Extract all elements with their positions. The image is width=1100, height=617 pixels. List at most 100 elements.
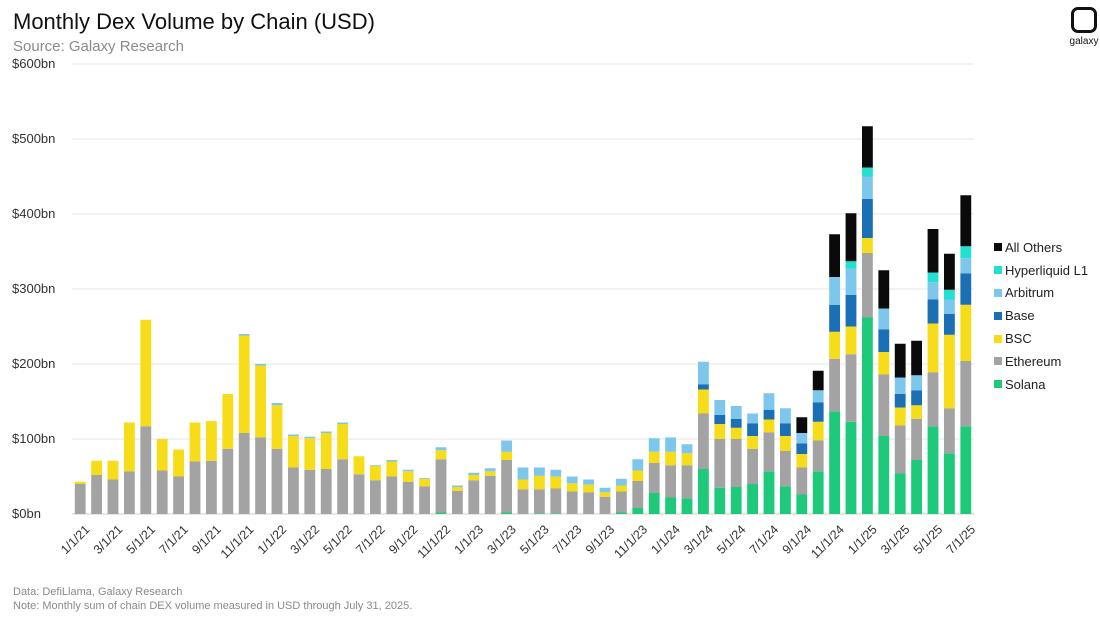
- bar-stack: [419, 478, 431, 514]
- bar-stack: [730, 406, 742, 514]
- x-tick-label: 5/1/22: [320, 522, 355, 557]
- bar-segment-bsc: [484, 471, 496, 476]
- bar-segment-arbitrum: [468, 472, 480, 475]
- x-tick-label: 7/1/22: [353, 522, 388, 557]
- bar-segment-all-others: [845, 213, 857, 262]
- bar-segment-arbitrum: [747, 413, 759, 424]
- bar-segment-ethereum: [173, 476, 185, 514]
- bar-stack: [878, 270, 890, 514]
- bar-segment-bsc: [468, 475, 480, 481]
- bar-stack: [845, 213, 857, 514]
- bar-stack: [763, 393, 775, 514]
- bar-segment-ethereum: [714, 439, 726, 488]
- bar-segment-bsc: [501, 451, 513, 460]
- bar-segment-all-others: [829, 234, 841, 277]
- bar-stack: [435, 447, 447, 514]
- legend-swatch: [994, 266, 1002, 275]
- x-tick-label: 5/1/21: [124, 522, 159, 557]
- bar-segment-bsc: [615, 485, 627, 492]
- bar-segment-ethereum: [402, 481, 414, 514]
- x-tick-label: 1/1/23: [452, 522, 487, 557]
- x-tick-label: 1/1/22: [255, 522, 290, 557]
- bar-segment-arbitrum: [533, 467, 545, 476]
- bar-segment-solana: [812, 471, 824, 514]
- bar-segment-arbitrum: [287, 434, 299, 436]
- bar-stack: [451, 485, 463, 514]
- bar-segment-ethereum: [697, 413, 709, 469]
- bar-stack: [271, 403, 283, 514]
- x-tick-label: 1/1/24: [648, 522, 683, 557]
- bar-stacks: [74, 126, 972, 514]
- bar-segment-arbitrum: [337, 422, 349, 424]
- bar-segment-arbitrum: [435, 447, 447, 451]
- y-axis-tick-labels: $0bn $100bn $200bn $300bn $400bn $500bn $600bn: [12, 56, 55, 521]
- bar-stack: [386, 460, 398, 514]
- bar-segment-ethereum: [304, 469, 316, 514]
- y-tick-label: $300bn: [12, 281, 55, 296]
- bar-segment-solana: [697, 469, 709, 514]
- bar-segment-bsc: [337, 424, 349, 460]
- bar-segment-bsc: [402, 471, 414, 482]
- bar-stack: [681, 444, 693, 514]
- bar-segment-ethereum: [550, 488, 562, 514]
- legend-swatch: [994, 288, 1002, 297]
- bar-segment-ethereum: [878, 374, 890, 436]
- bar-stack: [238, 334, 250, 514]
- bar-segment-arbitrum: [796, 433, 808, 444]
- bar-segment-arbitrum: [681, 444, 693, 454]
- bar-stack: [812, 370, 824, 514]
- bar-segment-solana: [763, 471, 775, 514]
- bar-stack: [140, 319, 152, 514]
- bar-segment-bsc: [419, 478, 431, 487]
- bar-segment-solana: [878, 436, 890, 514]
- bar-segment-bsc: [435, 450, 447, 460]
- bar-segment-bsc: [763, 419, 775, 433]
- bar-segment-ethereum: [566, 491, 578, 514]
- bar-stack: [484, 468, 496, 514]
- bar-segment-all-others: [812, 370, 824, 391]
- bar-segment-arbitrum: [665, 437, 677, 452]
- bar-segment-ethereum: [763, 432, 775, 472]
- galaxy-logo-text: galaxy: [1069, 36, 1099, 47]
- x-tick-label: 11/1/22: [415, 522, 454, 561]
- bar-segment-arbitrum: [960, 258, 972, 274]
- bar-stack: [369, 465, 381, 514]
- legend-item-ethereum: Ethereum: [994, 350, 1088, 373]
- bar-segment-bsc: [222, 394, 234, 449]
- legend-label: Ethereum: [1005, 353, 1062, 369]
- bar-segment-bsc: [894, 407, 906, 426]
- bar-stack: [173, 449, 185, 514]
- bar-segment-solana: [501, 512, 513, 514]
- bar-segment-ethereum: [468, 480, 480, 514]
- bar-segment-ethereum: [123, 471, 135, 514]
- bar-segment-bsc: [238, 335, 250, 433]
- x-tick-label: 5/1/23: [517, 522, 552, 557]
- legend-item-bsc: BSC: [994, 327, 1088, 350]
- bar-segment-ethereum: [107, 479, 119, 514]
- bar-segment-base: [697, 384, 709, 390]
- bar-segment-ethereum: [583, 492, 595, 514]
- bar-stack: [205, 421, 217, 514]
- bar-segment-base: [796, 443, 808, 454]
- x-tick-label: 11/1/23: [611, 522, 650, 561]
- bar-segment-solana: [943, 453, 955, 514]
- bar-segment-arbitrum: [304, 436, 316, 439]
- x-axis-tick-labels: 1/1/213/1/215/1/217/1/219/1/2111/1/211/1…: [58, 522, 978, 561]
- bar-segment-arbitrum: [369, 465, 381, 466]
- legend-item-all-others: All Others: [994, 236, 1088, 259]
- galaxy-logo-icon: [1071, 7, 1097, 33]
- bar-segment-solana: [533, 513, 545, 514]
- y-tick-label: $100bn: [12, 431, 55, 446]
- bar-segment-base: [861, 199, 873, 238]
- bar-segment-ethereum: [91, 475, 103, 514]
- bar-segment-arbitrum: [583, 479, 595, 485]
- bar-stack: [714, 400, 726, 514]
- bar-segment-bsc: [386, 461, 398, 477]
- x-tick-label: 1/1/25: [845, 522, 880, 557]
- bar-stack: [829, 234, 841, 514]
- bar-stack: [74, 481, 86, 514]
- bar-segment-bsc: [911, 405, 923, 419]
- bar-segment-bsc: [861, 238, 873, 253]
- x-tick-label: 5/1/25: [911, 522, 946, 557]
- chart-title: Monthly Dex Volume by Chain (USD): [13, 9, 375, 34]
